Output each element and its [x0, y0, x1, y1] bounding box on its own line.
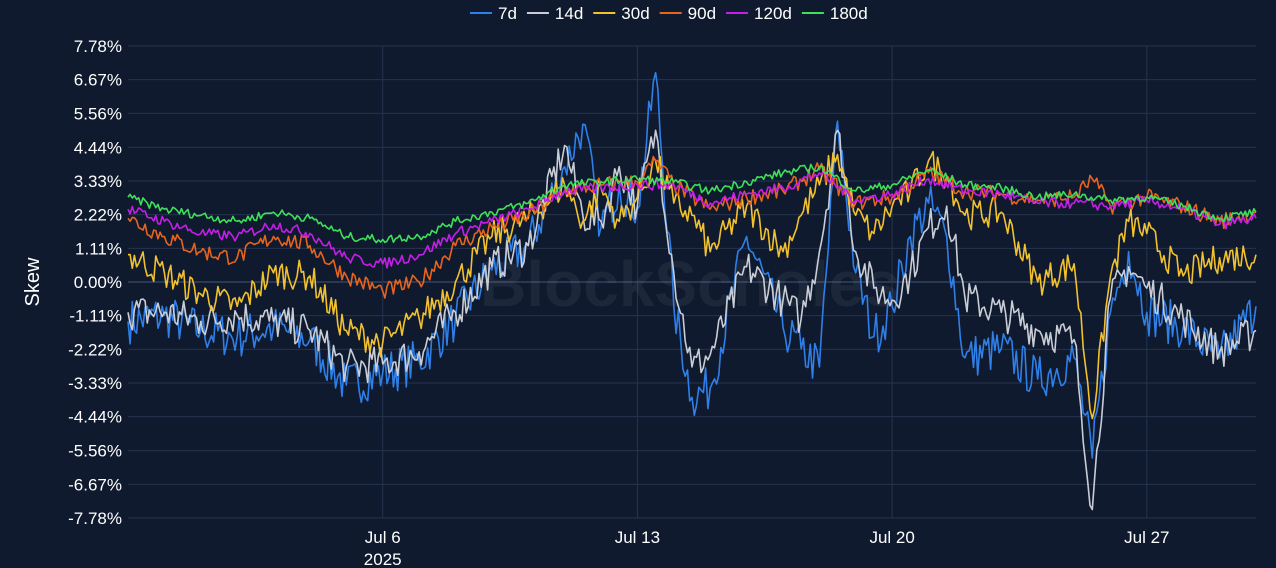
y-tick-label: -2.22% — [68, 340, 122, 359]
y-tick-label: 5.56% — [74, 104, 122, 123]
legend-label: 30d — [621, 4, 649, 23]
x-tick-year-label: 2025 — [364, 550, 402, 568]
y-tick-label: 7.78% — [74, 37, 122, 56]
y-tick-label: 1.11% — [75, 239, 122, 258]
series-lines — [127, 71, 1257, 511]
legend-label: 14d — [555, 4, 583, 23]
y-axis-ticks: 7.78% 6.67% 5.56% 4.44% 3.33% 2.22% 1.11% 0.00%… — [68, 37, 122, 528]
legend-label: 180d — [830, 4, 868, 23]
y-tick-label: -4.44% — [68, 408, 122, 427]
x-tick-label: Jul 20 — [869, 528, 914, 547]
watermark: BlockScholes — [480, 248, 900, 320]
y-tick-label: -6.67% — [68, 475, 122, 494]
x-axis-ticks: Jul 6 2025 Jul 13 Jul 20 Jul 27 — [364, 528, 1170, 568]
y-tick-label: -7.78% — [68, 509, 122, 528]
y-tick-label: 2.22% — [74, 206, 122, 225]
legend-item-120d[interactable]: 120d — [726, 4, 792, 23]
y-axis-title: Skew — [22, 257, 44, 306]
x-tick-label: Jul 13 — [615, 528, 660, 547]
series-line-180d — [127, 163, 1257, 244]
legend[interactable]: 7d 14d 30d 90d 120d 180d — [470, 4, 868, 23]
series-line-120d — [127, 170, 1257, 269]
legend-item-90d[interactable]: 90d — [659, 4, 716, 23]
y-tick-label: 4.44% — [74, 138, 122, 157]
series-line-14d — [127, 129, 1257, 511]
y-tick-label: -1.11% — [69, 307, 122, 326]
legend-item-30d[interactable]: 30d — [593, 4, 650, 23]
y-tick-label: -3.33% — [68, 374, 122, 393]
y-tick-label: -5.56% — [68, 442, 122, 461]
series-line-7d — [127, 71, 1257, 459]
y-tick-label: 6.67% — [74, 71, 122, 90]
legend-label: 120d — [754, 4, 792, 23]
y-tick-label: 0.00% — [74, 273, 122, 292]
legend-item-14d[interactable]: 14d — [526, 4, 583, 23]
y-tick-label: 3.33% — [74, 172, 122, 191]
legend-item-7d[interactable]: 7d — [470, 4, 517, 23]
legend-label: 7d — [498, 4, 517, 23]
legend-item-180d[interactable]: 180d — [801, 4, 868, 23]
x-tick-label: Jul 27 — [1124, 528, 1169, 547]
series-line-30d — [127, 150, 1257, 420]
legend-label: 90d — [688, 4, 716, 23]
x-tick-label: Jul 6 — [365, 528, 401, 547]
